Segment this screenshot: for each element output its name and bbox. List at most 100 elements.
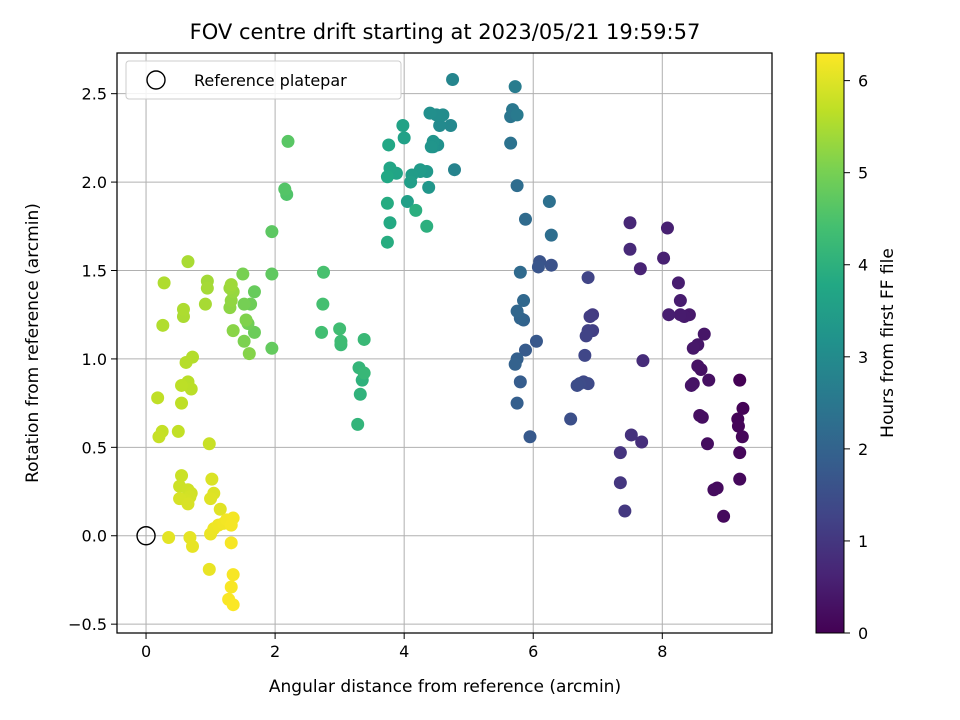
data-point [623, 216, 637, 230]
data-point [636, 354, 650, 368]
data-point [239, 313, 253, 327]
data-point [433, 119, 447, 132]
y-tick-label: −0.5 [68, 615, 107, 634]
data-point [583, 309, 597, 323]
data-point [510, 396, 524, 410]
grid-lines [117, 53, 772, 633]
data-point [179, 355, 193, 369]
data-point [686, 341, 700, 355]
data-point [542, 195, 556, 209]
data-point [383, 216, 397, 230]
data-point [662, 308, 676, 322]
data-point [357, 366, 371, 380]
data-point [618, 504, 632, 518]
data-point [242, 347, 256, 361]
x-axis-label: Angular distance from reference (arcmin) [269, 677, 621, 697]
data-point [570, 378, 584, 392]
x-tick-label: 6 [528, 642, 538, 661]
legend-entry-reference-platepar: Reference platepar [194, 71, 347, 90]
data-point [444, 119, 458, 132]
x-axis-ticks: 0 2 4 6 8 [141, 633, 667, 661]
data-point [518, 212, 532, 226]
data-point [152, 430, 166, 444]
colorbar-tick-label: 5 [858, 164, 868, 183]
data-point [317, 265, 331, 279]
data-point [237, 297, 251, 311]
y-tick-label: 0.0 [82, 527, 107, 546]
data-point [529, 334, 543, 348]
data-point [691, 359, 705, 373]
data-point [265, 225, 279, 239]
data-point [333, 322, 347, 336]
data-point [613, 446, 627, 460]
data-point [380, 235, 394, 249]
data-point [544, 228, 558, 242]
data-point [198, 297, 212, 311]
colorbar-tick-label: 1 [858, 532, 868, 551]
x-tick-label: 0 [141, 642, 151, 661]
data-point [200, 281, 214, 295]
data-point [351, 417, 365, 431]
data-point [186, 539, 200, 553]
data-point [404, 175, 418, 189]
data-point [175, 396, 189, 410]
data-point [660, 221, 674, 235]
legend-frame [125, 60, 402, 100]
colorbar-tick-label: 2 [858, 440, 868, 459]
data-point [424, 140, 438, 154]
data-point [265, 341, 279, 355]
data-point [237, 334, 251, 348]
data-point [702, 373, 716, 387]
data-point [544, 258, 558, 272]
data-point [504, 136, 518, 150]
data-point [510, 108, 524, 122]
data-point [400, 195, 414, 209]
data-point [151, 391, 165, 405]
data-point [731, 419, 745, 433]
data-point [380, 170, 394, 184]
data-point [673, 294, 687, 308]
data-point [635, 435, 649, 449]
data-point [247, 285, 261, 299]
data-point [380, 196, 394, 210]
data-point [382, 138, 396, 152]
data-point [578, 348, 592, 362]
data-point [156, 318, 170, 332]
chart-title: FOV centre drift starting at 2023/05/21 … [190, 20, 701, 44]
data-point [420, 219, 434, 233]
data-point [278, 182, 292, 196]
data-point [409, 203, 423, 217]
data-point [226, 324, 240, 338]
data-point [523, 430, 537, 444]
data-point [673, 308, 687, 322]
colorbar-tick-label: 4 [858, 256, 868, 275]
data-point [579, 329, 593, 343]
colorbar-tick-label: 3 [858, 348, 868, 367]
x-tick-label: 4 [399, 642, 409, 661]
data-point [213, 502, 227, 516]
data-point [531, 260, 545, 274]
colorbar: 0 1 2 3 4 5 6 Hours from first FF file [815, 52, 898, 643]
data-point [693, 409, 707, 422]
data-point [316, 297, 330, 311]
colorbar-tick-label: 6 [858, 72, 868, 91]
data-point [334, 334, 348, 348]
data-point [157, 276, 171, 290]
data-point [396, 119, 410, 132]
data-point [517, 294, 531, 308]
colorbar-tick-label: 0 [858, 624, 868, 643]
data-point [581, 271, 595, 285]
data-point [397, 131, 411, 145]
data-point [733, 472, 747, 486]
data-point [508, 80, 522, 94]
data-point [446, 73, 460, 87]
data-point [735, 430, 749, 444]
data-point [224, 580, 238, 594]
y-tick-label: 2.0 [82, 173, 107, 192]
data-point [204, 492, 218, 506]
data-point [175, 378, 189, 392]
data-point [513, 375, 527, 389]
y-tick-label: 1.5 [82, 262, 107, 281]
colorbar-frame [815, 52, 845, 634]
